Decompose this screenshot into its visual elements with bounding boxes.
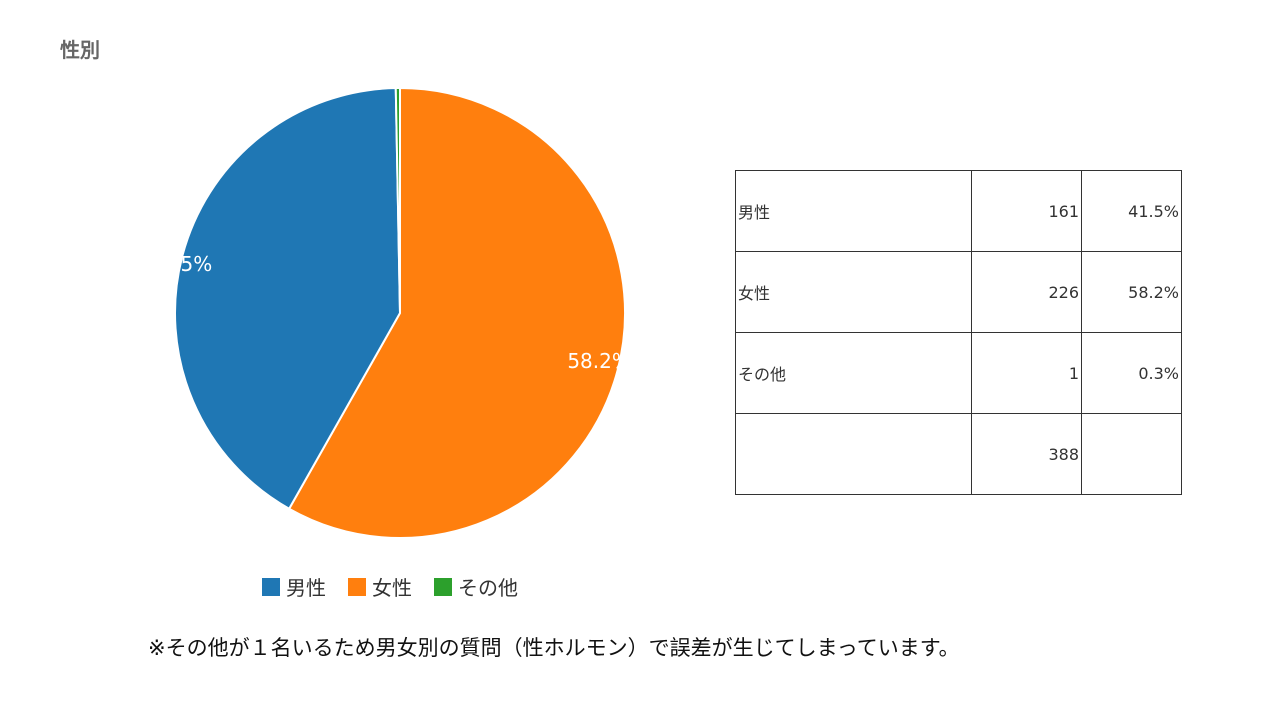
legend-label-female: 女性 xyxy=(372,576,412,600)
legend-item-female: 女性 xyxy=(348,572,412,601)
table-row-other: その他 1 0.3% xyxy=(735,332,1182,414)
legend: 男性 女性 その他 xyxy=(262,572,540,601)
page-title: 性別 xyxy=(60,38,100,62)
table-cell-pct: 41.5% xyxy=(1081,170,1182,252)
legend-item-other: その他 xyxy=(434,572,518,601)
pie-slice-male xyxy=(174,87,402,511)
table-cell-label: 男性 xyxy=(735,170,972,252)
legend-label-other: その他 xyxy=(458,576,518,600)
data-label-male: 41.5% xyxy=(160,252,212,276)
table-cell-pct: 0.3% xyxy=(1081,332,1182,414)
legend-label-male: 男性 xyxy=(286,576,326,600)
table-cell-label xyxy=(735,413,972,495)
table-cell-count: 1 xyxy=(971,332,1082,414)
legend-swatch-male xyxy=(262,577,280,596)
table-row-male: 男性 161 41.5% xyxy=(735,170,1182,252)
table-cell-count: 226 xyxy=(971,251,1082,333)
table-cell-label: 女性 xyxy=(735,251,972,333)
pie-chart: 58.2% 41.5% xyxy=(160,86,631,539)
legend-swatch-other xyxy=(434,577,452,596)
data-table: 男性 161 41.5% 女性 226 58.2% その他 1 0.3% 388 xyxy=(735,170,1182,495)
table-cell-label: その他 xyxy=(735,332,972,414)
footnote: ※その他が１名いるため男女別の質問（性ホルモン）で誤差が生じてしまっています。 xyxy=(148,636,960,660)
table-cell-pct: 58.2% xyxy=(1081,251,1182,333)
pie-slice-other xyxy=(394,86,401,314)
pie-slice-female xyxy=(287,86,626,539)
table-row-total: 388 xyxy=(735,413,1182,495)
data-label-female: 58.2% xyxy=(567,349,631,373)
table-row-female: 女性 226 58.2% xyxy=(735,251,1182,333)
table-cell-pct xyxy=(1081,413,1182,495)
legend-swatch-female xyxy=(348,577,366,596)
table-cell-count: 388 xyxy=(971,413,1082,495)
legend-item-male: 男性 xyxy=(262,572,326,601)
table-cell-count: 161 xyxy=(971,170,1082,252)
